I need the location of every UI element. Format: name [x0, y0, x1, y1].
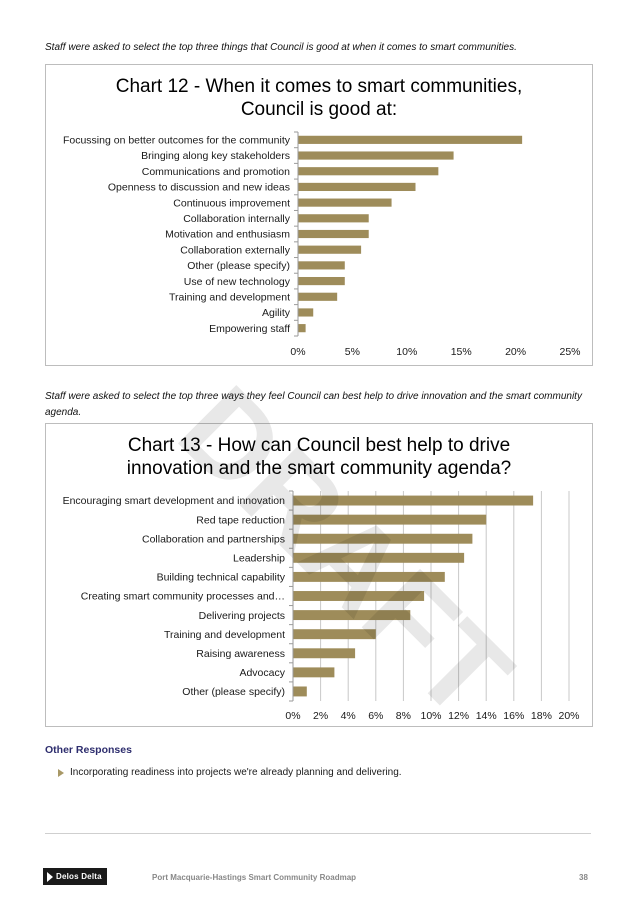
x-tick-label: 15% — [451, 346, 472, 358]
chart12-intro: Staff were asked to select the top three… — [45, 42, 517, 53]
bar — [298, 324, 306, 333]
category-label: Openness to discussion and new ideas — [108, 182, 290, 194]
x-tick-label: 14% — [476, 710, 497, 722]
bar — [298, 167, 439, 176]
x-tick-label: 0% — [285, 710, 300, 722]
play-triangle-icon — [47, 871, 53, 882]
bar — [293, 571, 445, 582]
bar — [298, 229, 369, 239]
category-label: Other (please specify) — [182, 686, 285, 698]
category-label: Use of new technology — [184, 276, 291, 288]
category-label: Focussing on better outcomes for the com… — [63, 135, 291, 147]
category-label: Creating smart community processes and… — [81, 591, 285, 603]
bar — [298, 245, 362, 254]
bar — [298, 214, 369, 223]
bar — [293, 514, 487, 525]
chart12-title-line2: Council is good at: — [240, 99, 398, 120]
bar — [293, 495, 534, 506]
bar — [298, 276, 345, 286]
footer-divider — [45, 833, 591, 834]
bar — [298, 292, 338, 301]
other-response-item: Incorporating readiness into projects we… — [58, 767, 402, 778]
category-label: Collaboration internally — [183, 213, 291, 225]
category-label: Encouraging smart development and innova… — [63, 495, 286, 507]
category-label: Building technical capability — [157, 572, 286, 584]
chart12-plot: Focussing on better outcomes for the com… — [63, 131, 581, 358]
other-response-text: Incorporating readiness into projects we… — [70, 767, 402, 778]
logo-text: Delos Delta — [56, 872, 102, 881]
bar — [298, 135, 523, 144]
x-tick-label: 20% — [558, 710, 579, 722]
x-tick-label: 2% — [313, 710, 328, 722]
bar — [293, 552, 465, 563]
chart13-title-line2: innovation and the smart community agend… — [126, 458, 512, 479]
category-label: Red tape reduction — [196, 514, 285, 526]
bar — [293, 533, 473, 544]
x-tick-label: 10% — [396, 346, 417, 358]
category-label: Training and development — [164, 629, 285, 641]
x-tick-label: 16% — [503, 710, 524, 722]
category-label: Bringing along key stakeholders — [141, 150, 290, 162]
chart13-title: Chart 13 - How can Council best help to … — [46, 434, 592, 480]
bar — [298, 182, 416, 192]
bar — [293, 591, 425, 601]
category-label: Continuous improvement — [173, 197, 290, 209]
chart12-frame: Chart 12 - When it comes to smart commun… — [45, 64, 593, 366]
chart12-title-line1: Chart 12 - When it comes to smart commun… — [115, 76, 523, 97]
bar — [293, 667, 335, 678]
x-tick-label: 10% — [420, 710, 441, 722]
x-tick-label: 6% — [368, 710, 383, 722]
category-label: Collaboration externally — [180, 244, 290, 256]
category-label: Training and development — [169, 291, 290, 303]
category-label: Advocacy — [239, 667, 285, 679]
bar — [293, 629, 376, 640]
category-label: Motivation and enthusiasm — [165, 229, 290, 241]
delos-delta-logo: Delos Delta — [43, 868, 107, 885]
bar — [293, 686, 307, 697]
category-label: Other (please specify) — [187, 260, 290, 272]
other-responses-heading: Other Responses — [45, 744, 132, 756]
category-label: Delivering projects — [199, 610, 285, 622]
chart13-title-line1: Chart 13 - How can Council best help to … — [127, 435, 511, 456]
bullet-triangle-icon — [58, 768, 64, 777]
footer-document-title: Port Macquarie-Hastings Smart Community … — [152, 873, 357, 882]
bar — [298, 151, 454, 160]
x-tick-label: 18% — [531, 710, 552, 722]
x-tick-label: 5% — [345, 346, 360, 358]
bar — [293, 610, 411, 621]
bar — [293, 648, 356, 659]
chart12-title: Chart 12 - When it comes to smart commun… — [46, 75, 592, 121]
category-label: Leadership — [233, 553, 285, 565]
chart13-frame: Chart 13 - How can Council best help to … — [45, 423, 593, 727]
bar — [298, 198, 392, 207]
x-tick-label: 25% — [559, 346, 580, 358]
chart13-intro: Staff were asked to select the top three… — [45, 391, 582, 418]
x-tick-label: 0% — [290, 346, 305, 358]
category-label: Raising awareness — [196, 648, 285, 660]
category-label: Empowering staff — [209, 323, 290, 335]
category-label: Communications and promotion — [142, 166, 290, 178]
x-tick-label: 12% — [448, 710, 469, 722]
chart13-plot: Encouraging smart development and innova… — [63, 490, 580, 722]
bar — [298, 308, 314, 317]
bar — [298, 261, 345, 270]
x-tick-label: 20% — [505, 346, 526, 358]
x-tick-label: 4% — [341, 710, 356, 722]
x-tick-label: 8% — [396, 710, 411, 722]
category-label: Collaboration and partnerships — [142, 533, 285, 545]
category-label: Agility — [262, 307, 291, 319]
page-number: 38 — [579, 873, 588, 882]
